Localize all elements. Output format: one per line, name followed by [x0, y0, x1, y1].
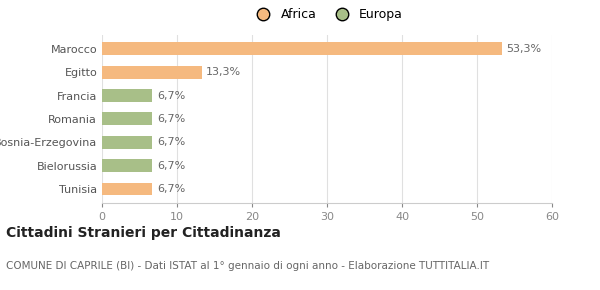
- Bar: [102, 159, 152, 172]
- Legend: Africa, Europa: Africa, Europa: [247, 5, 407, 25]
- Bar: [102, 113, 152, 125]
- Bar: [102, 182, 152, 195]
- Bar: [102, 42, 502, 55]
- Text: Cittadini Stranieri per Cittadinanza: Cittadini Stranieri per Cittadinanza: [6, 226, 281, 240]
- Text: 53,3%: 53,3%: [506, 44, 541, 54]
- Text: 6,7%: 6,7%: [157, 114, 185, 124]
- Text: 6,7%: 6,7%: [157, 161, 185, 171]
- Text: 6,7%: 6,7%: [157, 90, 185, 101]
- Bar: [102, 66, 202, 79]
- Text: 6,7%: 6,7%: [157, 184, 185, 194]
- Text: COMUNE DI CAPRILE (BI) - Dati ISTAT al 1° gennaio di ogni anno - Elaborazione TU: COMUNE DI CAPRILE (BI) - Dati ISTAT al 1…: [6, 261, 489, 271]
- Bar: [102, 89, 152, 102]
- Text: 13,3%: 13,3%: [206, 67, 241, 77]
- Text: 6,7%: 6,7%: [157, 137, 185, 147]
- Bar: [102, 136, 152, 149]
